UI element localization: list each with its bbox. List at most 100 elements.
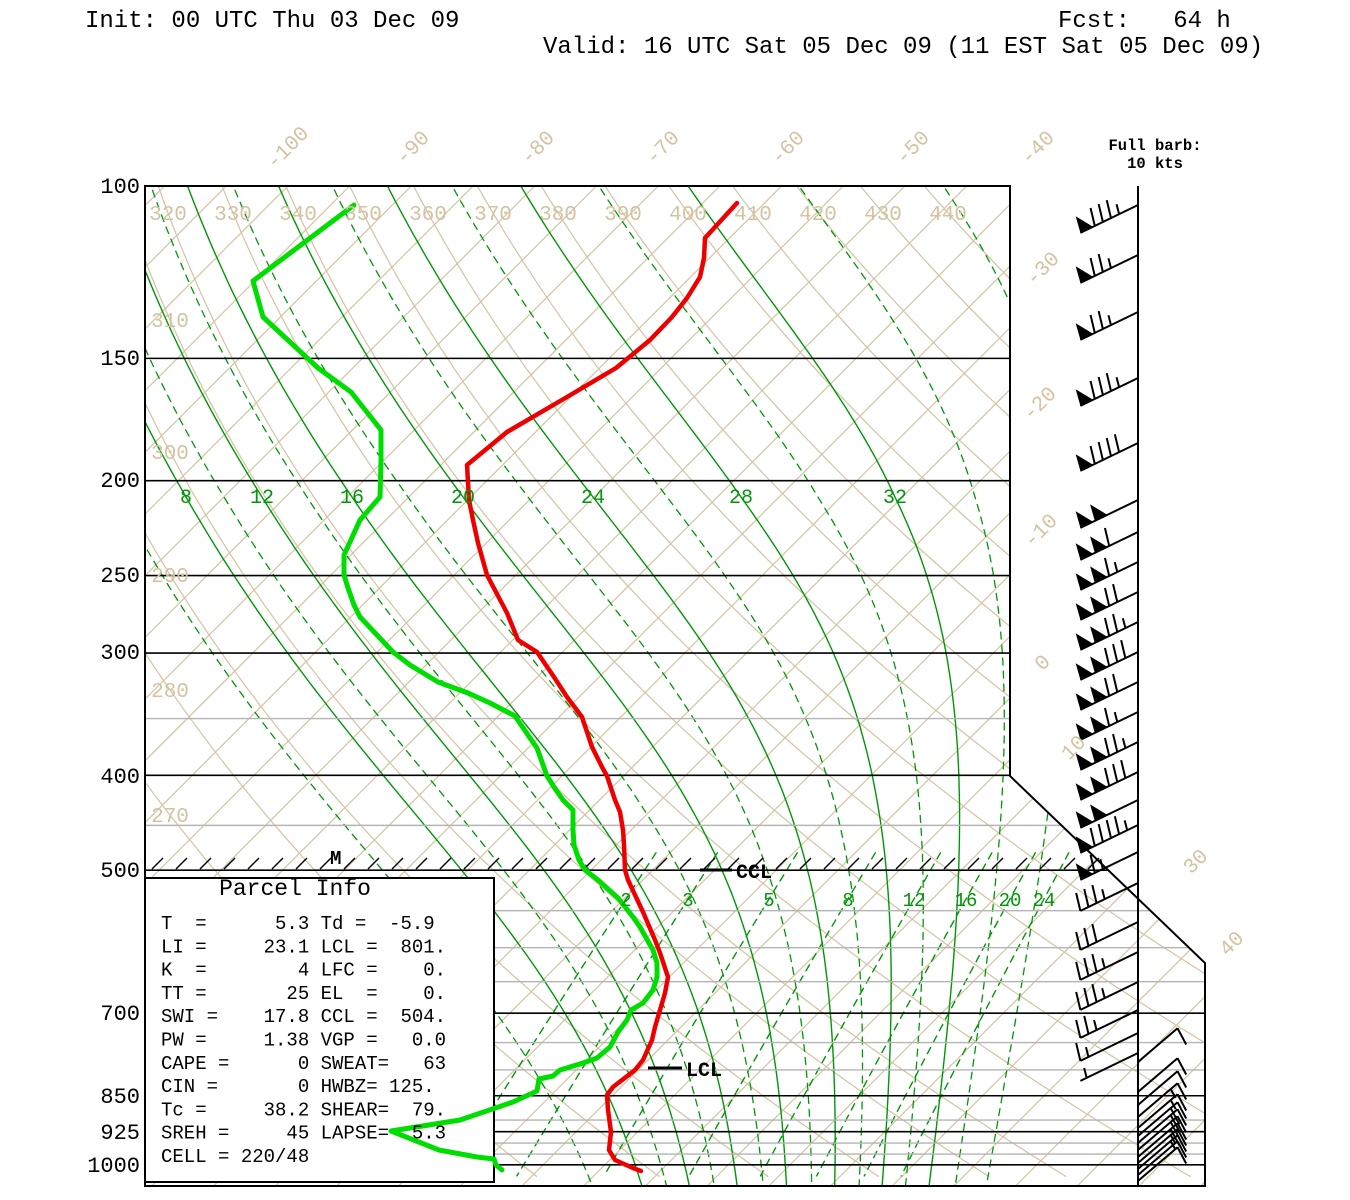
pressure-tick-label: 1000 bbox=[87, 1154, 140, 1179]
moist-adiabat-label: 12 bbox=[250, 487, 274, 510]
barb-full bbox=[1176, 1027, 1188, 1045]
wind-barb-sw bbox=[1075, 639, 1139, 681]
barb-full bbox=[1176, 1122, 1188, 1140]
barb-full bbox=[1103, 707, 1111, 727]
barb-pennant bbox=[1075, 753, 1093, 770]
dry-adiabat-label-top: 320 bbox=[149, 204, 187, 227]
dry-adiabat-label-top: 340 bbox=[279, 204, 317, 227]
parcel-info-row: K = 4 LFC = 0. bbox=[161, 960, 446, 982]
hatch-tick-500 bbox=[511, 857, 524, 870]
barb-full bbox=[1091, 983, 1098, 1003]
barb-pennant bbox=[1075, 811, 1093, 828]
barb-full bbox=[1113, 433, 1121, 453]
dry-adiabat-line bbox=[662, 186, 1205, 1178]
isotherm-label-right: -10 bbox=[1020, 510, 1063, 553]
wind-barb-sw bbox=[1075, 673, 1139, 711]
barb-full bbox=[1097, 441, 1104, 461]
hatch-tick-500 bbox=[247, 857, 260, 870]
dry-adiabat-line bbox=[472, 186, 1205, 1178]
isotherm-label-top: -80 bbox=[517, 127, 560, 170]
pressure-tick-label: 250 bbox=[100, 564, 140, 589]
hatch-tick-500 bbox=[1015, 857, 1028, 870]
hatch-tick-500 bbox=[679, 857, 692, 870]
isotherm-line bbox=[706, 186, 1205, 1186]
wind-barb-ne bbox=[1137, 1027, 1188, 1063]
mixing-ratio-label: 2 bbox=[620, 890, 631, 912]
dry-adiabat-label-left: 280 bbox=[151, 681, 189, 704]
barb-pennant bbox=[1090, 746, 1108, 763]
barb-shaft bbox=[1079, 254, 1139, 284]
barb-full bbox=[1112, 763, 1119, 783]
isotherm-label-top: -40 bbox=[1017, 127, 1060, 170]
pressure-tick-label: 400 bbox=[100, 765, 140, 790]
hatch-tick-500 bbox=[271, 857, 284, 870]
isotherm-label-right: 40 bbox=[1216, 928, 1250, 962]
pressure-tick-label: 500 bbox=[100, 859, 140, 884]
isotherm-line bbox=[891, 186, 1205, 1186]
barb-full bbox=[1075, 961, 1082, 981]
hatch-tick-500 bbox=[463, 857, 476, 870]
barb-pennant bbox=[1090, 596, 1108, 613]
barb-half bbox=[1093, 1019, 1098, 1031]
wind-barb-sw bbox=[1075, 199, 1139, 234]
parcel-info-row: LI = 23.1 LCL = 801. bbox=[161, 936, 446, 958]
barb-shaft bbox=[1137, 1070, 1179, 1106]
isotherm-line bbox=[1015, 186, 1205, 1186]
wind-barb-ne bbox=[1137, 1057, 1188, 1093]
moist-adiabat-dashed-line bbox=[792, 186, 1005, 1186]
dry-adiabat-line bbox=[535, 186, 1205, 1178]
hatch-tick-500 bbox=[967, 857, 980, 870]
dry-adiabat-label-top: 420 bbox=[799, 204, 837, 227]
barb-half bbox=[1115, 204, 1121, 215]
pressure-tick-label: 100 bbox=[100, 175, 140, 200]
moist-adiabat-label: 16 bbox=[340, 487, 364, 510]
barb-half bbox=[1123, 820, 1129, 831]
isotherm-label-top: -70 bbox=[642, 127, 685, 170]
barb-full bbox=[1176, 1140, 1188, 1158]
barb-full bbox=[1120, 639, 1127, 659]
wind-barb-ne bbox=[1137, 1093, 1188, 1129]
wind-barb-sw bbox=[1075, 583, 1139, 621]
barb-shaft bbox=[1137, 1093, 1179, 1129]
barb-full bbox=[1112, 673, 1119, 693]
barb-full bbox=[1169, 1114, 1181, 1132]
barb-pennant bbox=[1075, 573, 1093, 590]
isotherm-line bbox=[145, 186, 166, 1186]
dry-adiabat-label-top: 330 bbox=[214, 204, 252, 227]
wind-barb-column bbox=[1075, 186, 1188, 1186]
hatch-tick-500 bbox=[175, 857, 188, 870]
pressure-tick-label: 700 bbox=[100, 1002, 140, 1027]
barb-full bbox=[1113, 815, 1121, 835]
barb-pennant bbox=[1075, 723, 1093, 740]
wind-barb-sw bbox=[1075, 253, 1139, 284]
moist-adiabat-dashed-line bbox=[145, 186, 668, 1186]
barb-pennant bbox=[1090, 566, 1108, 583]
barb-half bbox=[1113, 561, 1119, 573]
isotherm-line bbox=[145, 186, 783, 1186]
barb-pennant bbox=[1090, 716, 1108, 733]
wind-barb-ne bbox=[1137, 1146, 1188, 1182]
hatch-tick-500 bbox=[727, 857, 740, 870]
barb-half bbox=[1084, 1046, 1090, 1058]
barb-shaft bbox=[1079, 1009, 1139, 1039]
isotherm-line bbox=[145, 186, 536, 1186]
parcel-info-row: CAPE = 0 SWEAT= 63 bbox=[161, 1053, 446, 1075]
barb-pennant bbox=[1075, 266, 1093, 283]
hatch-tick-500 bbox=[487, 857, 500, 870]
m-marker: M bbox=[330, 848, 341, 870]
wind-barb-sw bbox=[1075, 433, 1139, 472]
hatch-tick-500 bbox=[343, 857, 356, 870]
wind-barb-sw bbox=[1075, 1009, 1139, 1039]
barb-shaft bbox=[1079, 799, 1139, 829]
isotherm-line bbox=[1138, 186, 1205, 1186]
dry-adiabat-line bbox=[916, 186, 1205, 1178]
hatch-tick-500 bbox=[655, 857, 668, 870]
mixing-ratio-label: 12 bbox=[903, 890, 926, 912]
dry-adiabat-line bbox=[408, 186, 1205, 1178]
dry-adiabat-line bbox=[145, 186, 990, 1178]
wind-barb-sw bbox=[1075, 851, 1139, 881]
dry-adiabat-label-left: 310 bbox=[151, 311, 189, 334]
barb-half bbox=[1083, 1067, 1088, 1079]
